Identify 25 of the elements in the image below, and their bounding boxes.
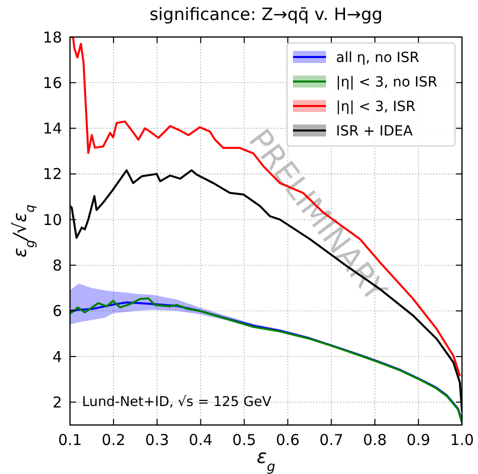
x-tick-label: 0.4 xyxy=(188,431,213,449)
y-tick-label: 6 xyxy=(52,302,62,320)
legend-label: |η| < 3, ISR xyxy=(336,98,416,115)
x-tick-label: 0.2 xyxy=(102,431,126,449)
y-tick-label: 2 xyxy=(52,393,62,412)
x-tick-label: 0.9 xyxy=(406,431,430,449)
x-axis-title: ε$_{g}$ xyxy=(256,446,276,474)
x-tick-label: 0.7 xyxy=(319,431,344,449)
chart-title: significance: Z→qq̄ v. H→gg xyxy=(149,5,383,25)
x-tick-label: 0.6 xyxy=(276,431,300,449)
x-tick-label: 0.5 xyxy=(232,431,256,449)
y-tick-label: 8 xyxy=(52,256,62,274)
legend-label: |η| < 3, no ISR xyxy=(336,74,438,90)
y-tick-label: 16 xyxy=(42,74,62,92)
y-tick-label: 18 xyxy=(42,28,62,46)
y-tick-label: 14 xyxy=(42,120,62,138)
legend-label: all η, no ISR xyxy=(336,50,420,66)
y-tick-label: 10 xyxy=(42,210,62,229)
y-tick-label: 4 xyxy=(52,348,62,366)
x-tick-label: 0.3 xyxy=(145,431,170,449)
y-tick-label: 12 xyxy=(42,165,62,184)
x-tick-label: 0.1 xyxy=(58,431,82,449)
annotation: Lund-Net+ID, √s = 125 GeV xyxy=(82,394,272,410)
x-tick-label: 1.0 xyxy=(450,431,474,449)
x-tick-label: 0.8 xyxy=(362,431,387,449)
